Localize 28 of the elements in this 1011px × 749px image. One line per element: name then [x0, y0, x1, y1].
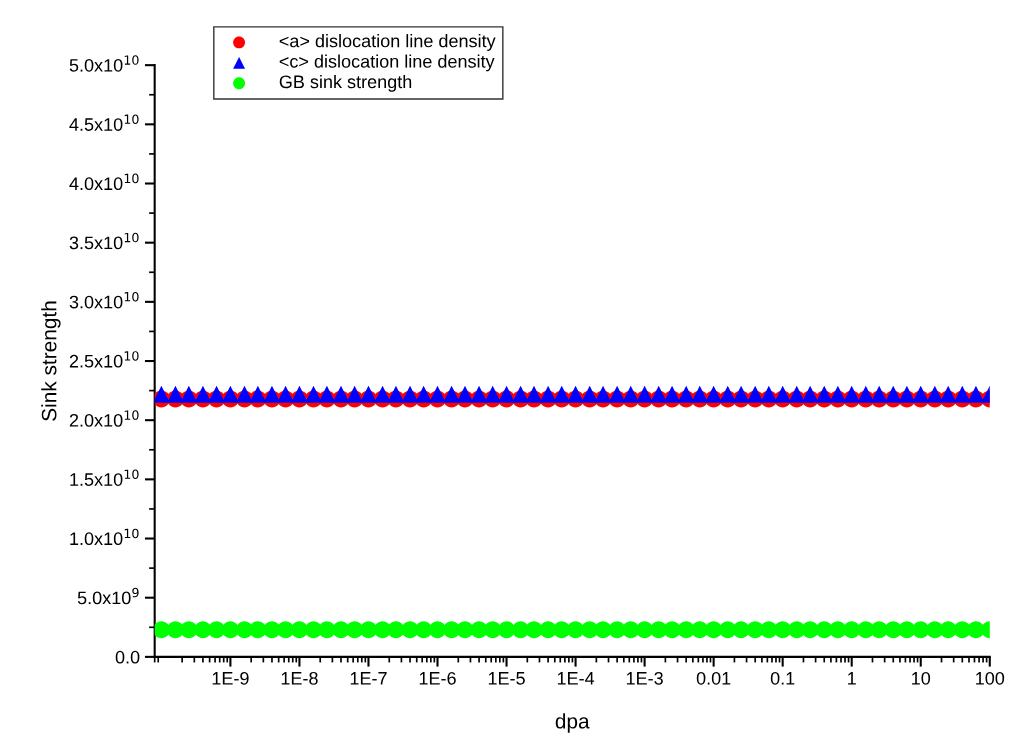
x-tick-label: 0.01 — [696, 671, 731, 685]
y-tick-label: 0.0 — [115, 650, 140, 664]
y-tick-label: 2.0x10$^{10}$ — [69, 410, 139, 427]
x-tick-label: 1E-7 — [350, 672, 387, 685]
y-axis-title: Sink strength — [41, 301, 61, 421]
x-tick-label: 1E-6 — [419, 671, 456, 685]
x-tick-label: 1E-9 — [212, 671, 249, 685]
y-tick-label: 3.5x10$^{10}$ — [69, 232, 139, 250]
legend-label: GB sink strength — [279, 74, 412, 92]
x-axis-title: dpa — [555, 713, 590, 733]
x-tick-label: 1 — [848, 672, 856, 685]
y-tick-label: 2.5x10$^{10}$ — [69, 351, 139, 368]
y-tick-label: 4.5x10$^{10}$ — [69, 114, 139, 131]
x-tick-label: 1E-4 — [557, 672, 595, 685]
y-tick-label: 1.5x10$^{10}$ — [70, 469, 139, 486]
y-tick-label: 3.0x10$^{10}$ — [69, 291, 139, 309]
y-tick-label: 5.0x10$^{10}$ — [69, 55, 139, 72]
legend-label: <c> dislocation line density — [279, 54, 495, 72]
y-tick-label: 5.0x10$^{9}$ — [77, 587, 139, 605]
x-tick-label: 100 — [976, 671, 1005, 685]
x-tick-label: 10 — [912, 671, 931, 685]
y-tick-label: 1.0x10$^{10}$ — [70, 528, 139, 546]
y-tick-label: 4.0x10$^{10}$ — [69, 173, 139, 191]
x-tick-label: 1E-5 — [488, 672, 525, 685]
x-tick-label: 0.1 — [770, 671, 795, 685]
x-tick-label: 1E-3 — [626, 671, 663, 685]
legend-label: <a> dislocation line density — [279, 34, 496, 51]
x-tick-label: 1E-8 — [281, 671, 318, 685]
